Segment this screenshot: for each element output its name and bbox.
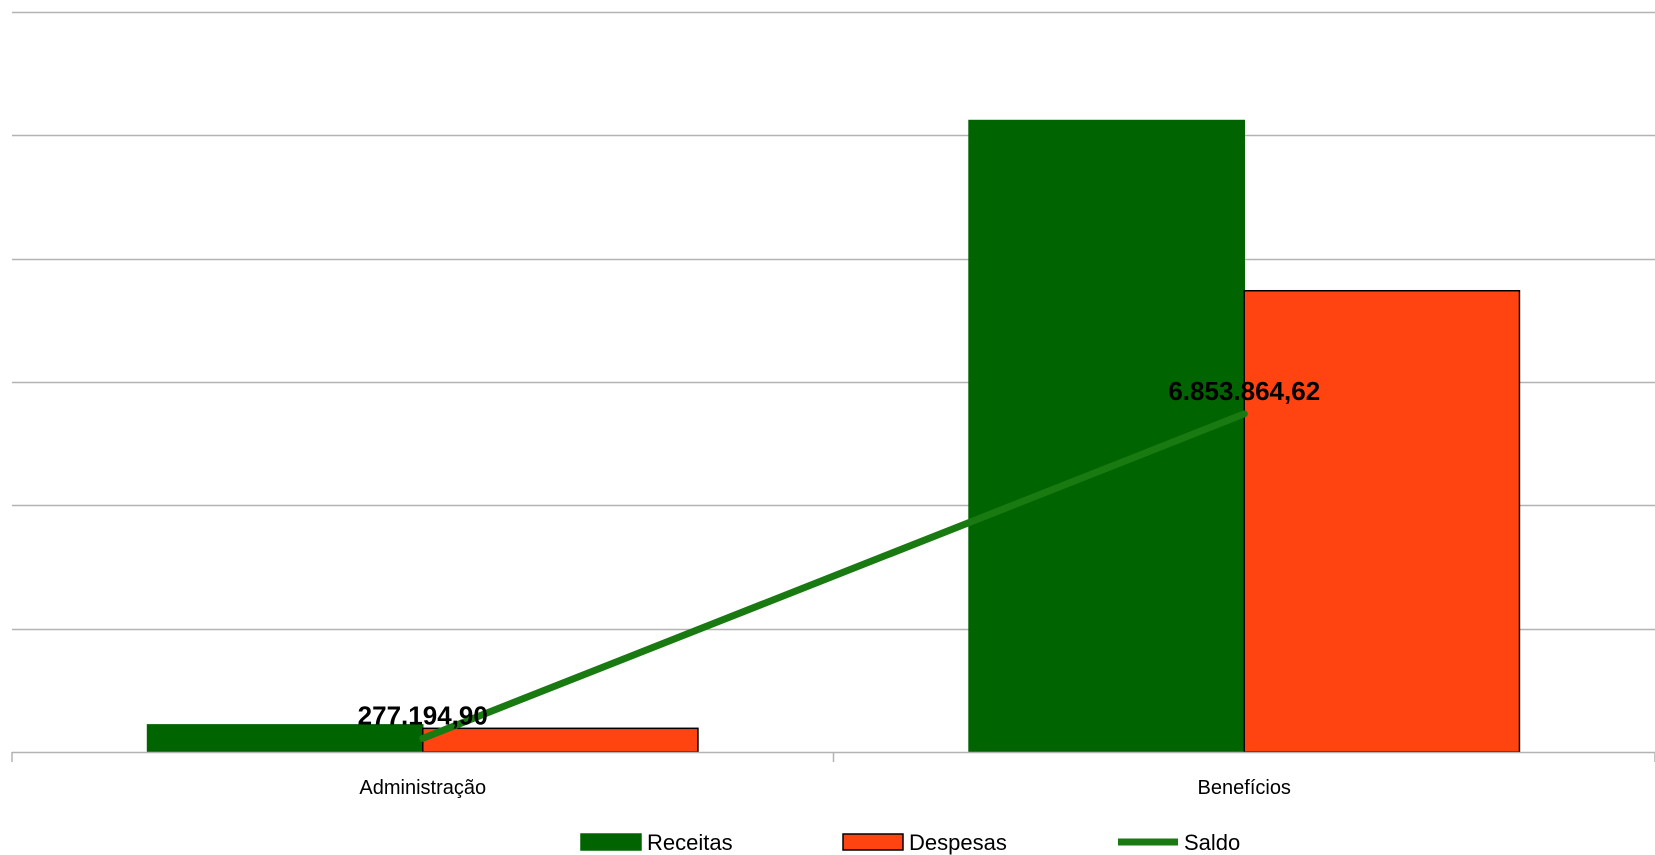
x-tick-labels: Administração Benefícios <box>359 777 1291 799</box>
legend-label-receitas: Receitas <box>647 830 733 855</box>
legend-label-saldo: Saldo <box>1184 830 1240 855</box>
bar-despesas-0 <box>422 727 699 753</box>
bar-despesas-1 <box>1243 289 1521 753</box>
bars <box>146 119 1521 753</box>
legend-label-despesas: Despesas <box>909 830 1007 855</box>
x-tick-label-1: Benefícios <box>1198 777 1291 799</box>
saldo-data-label-0: 277.194,90 <box>358 700 488 730</box>
saldo-line <box>419 410 1248 742</box>
x-axis <box>11 751 1655 762</box>
legend-swatch-receitas <box>580 833 642 851</box>
bar-receitas-1 <box>968 119 1245 753</box>
data-labels: 277.194,90 6.853.864,62 <box>358 376 1320 730</box>
legend-swatch-despesas <box>842 833 904 851</box>
saldo-line-layer <box>419 410 1248 742</box>
x-tick-label-0: Administração <box>359 777 486 799</box>
saldo-data-label-1: 6.853.864,62 <box>1168 376 1320 406</box>
legend: Receitas Despesas Saldo <box>580 830 1240 855</box>
